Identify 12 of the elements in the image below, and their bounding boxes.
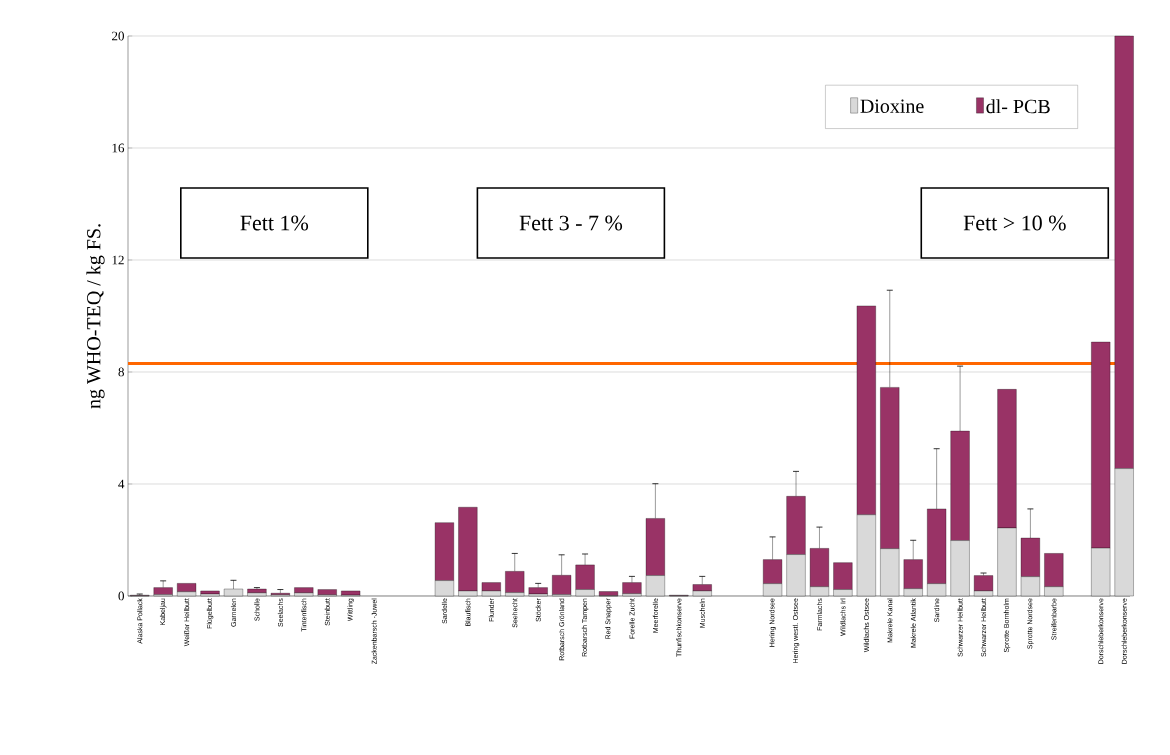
annotation: Fett > 10 % (963, 215, 1066, 231)
y-axis-title: ng WHO-TEQ / kg FS. (86, 224, 105, 409)
y-tick-label: 4 (118, 479, 125, 489)
y-tick-label: 16 (112, 143, 125, 153)
y-tick-label: 8 (118, 367, 124, 377)
y-tick-label: 20 (112, 31, 124, 41)
legend-label: dl- PCB (986, 99, 1050, 114)
legend-label: Dioxine (860, 99, 924, 113)
y-tick-label: 0 (118, 591, 124, 601)
annotation: Fett 1% (240, 215, 309, 231)
annotation: Fett 3 - 7 % (519, 215, 623, 231)
y-tick-label: 12 (112, 255, 124, 265)
